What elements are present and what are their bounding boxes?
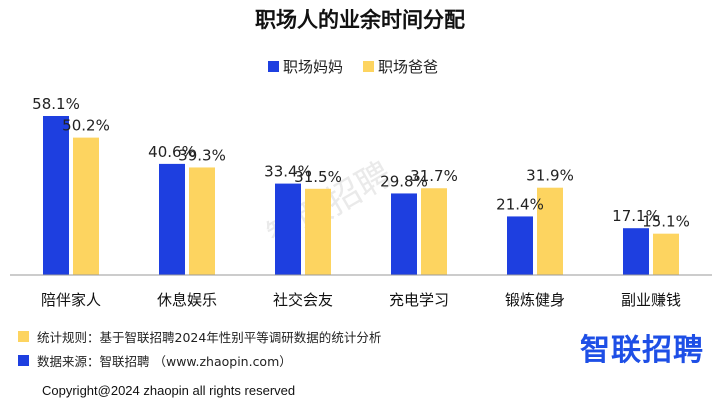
value-label-fathers-family: 50.2% [62,117,110,135]
legend-swatch-fathers [363,61,374,72]
bar-fathers-fitness [537,187,563,275]
legend-swatch-mothers [268,61,279,72]
bar-fathers-rest [189,167,215,275]
value-label-mothers-fitness: 21.4% [496,195,544,213]
bar-fathers-family [73,137,99,275]
value-label-mothers-side-job: 17.1% [612,207,660,225]
category-label-rest: 休息娱乐 [157,291,217,309]
bar-mothers-fitness [507,216,533,275]
bar-mothers-rest [159,163,185,275]
bar-fathers-learning [421,188,447,275]
category-label-side-job: 副业赚钱 [621,291,681,309]
value-label-fathers-learning: 31.7% [410,167,458,185]
legend-label-fathers: 职场爸爸 [378,58,438,76]
value-label-fathers-social: 31.5% [294,168,342,186]
value-label-mothers-social: 33.4% [264,163,312,181]
value-label-fathers-rest: 39.3% [178,146,226,164]
bar-mothers-learning [391,193,417,275]
category-label-family: 陪伴家人 [41,291,101,309]
value-label-mothers-rest: 40.6% [148,143,196,161]
bar-mothers-side-job [623,228,649,275]
value-label-fathers-fitness: 31.9% [526,167,574,185]
value-label-fathers-side-job: 15.1% [642,213,690,231]
legend-label-mothers: 职场妈妈 [283,58,343,76]
value-label-mothers-learning: 29.8% [380,172,428,190]
legend: 职场妈妈 职场爸爸 [268,58,438,76]
bar-fathers-side-job [653,233,679,275]
chart-title: 职场人的业余时间分配 [255,8,465,32]
value-label-mothers-family: 58.1% [32,95,80,113]
category-label-learning: 充电学习 [389,291,449,309]
category-label-fitness: 锻炼健身 [505,291,565,309]
bar-mothers-family [43,116,69,275]
category-label-social: 社交会友 [273,291,333,309]
bars-group [43,116,679,275]
value-labels-group: 58.1% 50.2% 40.6%39.3% 33.4%31.5% 29.8%31.7%… [32,95,690,231]
category-labels-group: 陪伴家人 休息娱乐 社交会友 充电学习 锻炼健身 副业赚钱 [41,291,681,309]
bar-fathers-social [305,188,331,275]
bar-mothers-social [275,183,301,275]
